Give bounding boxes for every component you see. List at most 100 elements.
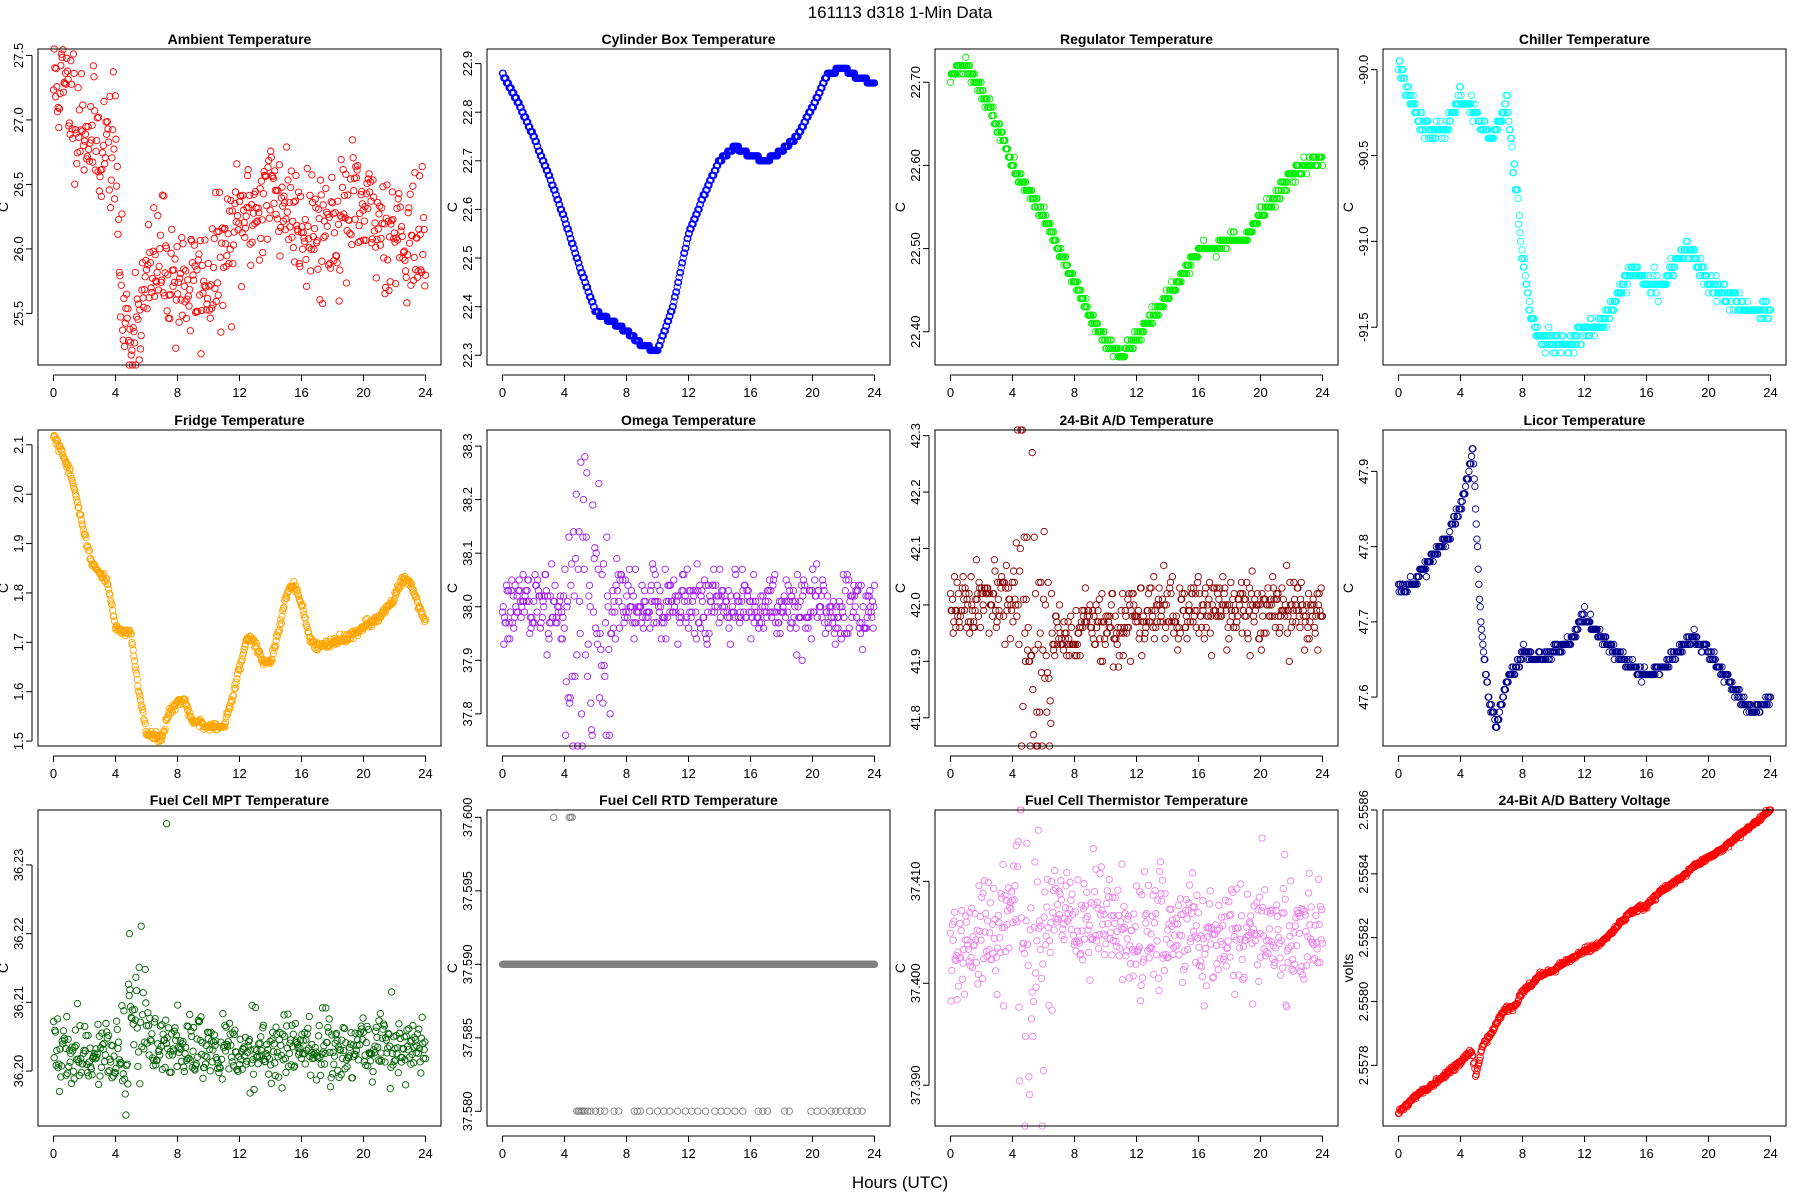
data-point	[128, 346, 136, 354]
y-axis-label: C	[1340, 202, 1356, 212]
plot-frame	[37, 48, 442, 366]
data-point	[759, 624, 768, 632]
data-point	[859, 603, 867, 611]
data-point	[1045, 674, 1053, 682]
data-points	[498, 453, 879, 750]
data-point	[197, 350, 205, 358]
data-point	[359, 206, 367, 214]
data-point	[104, 125, 112, 133]
data-point	[263, 202, 271, 210]
data-point	[948, 595, 957, 603]
data-point	[337, 155, 345, 164]
data-point	[126, 338, 135, 346]
data-point	[689, 220, 697, 228]
x-tick-label: 20	[1253, 385, 1267, 400]
data-point	[177, 296, 185, 304]
data-point	[225, 259, 233, 268]
data-point	[367, 197, 375, 205]
data-point	[342, 170, 350, 178]
data-point	[95, 187, 103, 195]
data-point	[316, 176, 325, 184]
data-point	[814, 93, 822, 102]
data-point	[562, 220, 570, 228]
data-point	[793, 570, 802, 579]
data-point	[1044, 578, 1052, 587]
x-tick-label: 0	[947, 766, 954, 781]
data-point	[182, 314, 191, 323]
y-axis-label: C	[0, 202, 11, 212]
data-point	[601, 619, 610, 627]
data-point	[113, 162, 121, 171]
data-point	[673, 283, 681, 291]
data-point	[1640, 663, 1648, 671]
data-point	[399, 254, 407, 262]
data-point	[246, 240, 254, 248]
data-point	[789, 587, 798, 595]
y-tick-label: 22.50	[908, 232, 923, 265]
data-point	[397, 227, 405, 235]
data-point	[353, 166, 361, 174]
x-tick-label: 20	[356, 385, 370, 400]
data-point	[691, 215, 699, 223]
data-point	[1259, 612, 1267, 620]
data-point	[1478, 633, 1486, 641]
data-point	[213, 279, 222, 287]
data-point	[1176, 629, 1184, 637]
data-point	[1130, 601, 1138, 609]
data-point	[1003, 145, 1012, 153]
data-point	[229, 260, 237, 268]
data-point	[726, 640, 734, 648]
data-point	[1118, 589, 1127, 598]
data-point	[388, 188, 396, 196]
data-point	[1409, 91, 1417, 100]
data-point	[141, 965, 149, 974]
data-point	[305, 243, 313, 252]
data-point	[1471, 505, 1480, 513]
data-point	[1243, 236, 1252, 244]
y-tick-label: -91.0	[1356, 227, 1371, 257]
data-point	[178, 1057, 186, 1065]
data-point	[1043, 708, 1051, 716]
panel-5: Fridge TemperatureC048121620241.51.61.71…	[0, 412, 442, 781]
data-point	[674, 640, 682, 648]
data-point	[284, 176, 292, 184]
data-point	[172, 344, 180, 352]
data-point	[1013, 170, 1022, 178]
data-point	[1654, 297, 1662, 306]
data-point	[393, 204, 401, 213]
data-point	[419, 250, 427, 259]
data-point	[210, 234, 218, 243]
data-point	[738, 565, 746, 573]
data-point	[1451, 108, 1460, 117]
data-point	[241, 233, 249, 242]
data-point	[124, 336, 133, 345]
data-point	[1312, 153, 1321, 161]
data-point	[1077, 286, 1085, 294]
data-point	[263, 235, 272, 243]
data-point	[68, 125, 76, 133]
data-point	[584, 640, 592, 648]
data-point	[129, 324, 137, 332]
data-point	[792, 624, 800, 632]
y-axis-label: C	[444, 202, 460, 212]
data-point	[117, 281, 125, 289]
data-point	[334, 220, 343, 229]
data-point	[561, 565, 569, 573]
data-point	[1282, 561, 1291, 570]
x-tick-label: 4	[112, 385, 119, 400]
data-point	[1185, 269, 1194, 278]
data-point	[87, 102, 95, 111]
data-point	[1049, 228, 1058, 236]
data-point	[685, 230, 693, 238]
data-point	[580, 273, 588, 282]
data-point	[306, 267, 315, 275]
data-point	[858, 645, 867, 654]
data-point	[979, 86, 987, 95]
data-point	[118, 210, 126, 218]
data-point	[135, 963, 143, 972]
data-point	[360, 217, 369, 225]
data-point	[104, 138, 113, 146]
data-point	[1028, 448, 1036, 457]
x-tick-label: 24	[867, 385, 881, 400]
panel-title: Licor Temperature	[1524, 412, 1646, 428]
